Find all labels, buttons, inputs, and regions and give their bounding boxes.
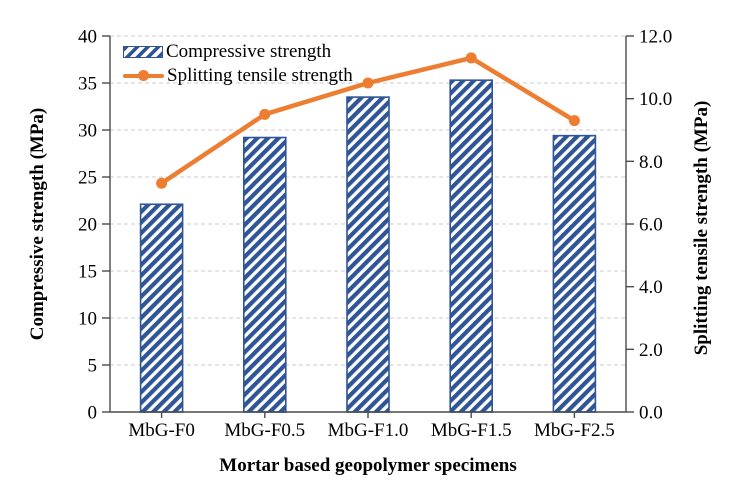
left-axis-ticks: 0 5 10 15 20 25 30 35 40 (78, 27, 110, 424)
left-tick-label: 35 (78, 74, 97, 95)
left-tick-label: 30 (78, 121, 97, 142)
bar-hatch-swatch-icon (123, 45, 163, 58)
right-tick-label: 0.0 (639, 403, 663, 424)
bar-MbG-F0.5 (243, 136, 287, 413)
data-point-marker-MbG-F1.5 (465, 52, 477, 64)
x-axis-title: Mortar based geopolymer specimens (219, 455, 517, 476)
legend-item-compressive-strength: Compressive strength (123, 41, 353, 62)
bar-MbG-F1.0 (346, 96, 390, 413)
bar-MbG-F0 (139, 203, 184, 413)
right-tick-label: 2.0 (639, 340, 663, 361)
left-tick-label: 20 (78, 215, 97, 236)
data-point-marker-MbG-F0 (156, 177, 168, 189)
category-label-MbG-F1.0: MbG-F1.0 (328, 420, 409, 441)
line-markers (156, 52, 580, 189)
data-point-marker-MbG-F2.5 (568, 115, 580, 127)
left-tick-label: 5 (88, 356, 98, 377)
legend-item-splitting-tensile-strength: Splitting tensile strength (123, 65, 353, 86)
left-axis-title: Compressive strength (MPa) (27, 107, 48, 341)
left-tick-label: 25 (78, 168, 97, 189)
left-tick-label: 40 (78, 27, 97, 48)
category-label-MbG-F0: MbG-F0 (128, 420, 195, 441)
category-label-MbG-F0.5: MbG-F0.5 (224, 420, 305, 441)
data-point-marker-MbG-F0.5 (259, 108, 271, 120)
right-tick-label: 8.0 (639, 152, 663, 173)
bar-series (139, 79, 597, 413)
right-tick-label: 6.0 (639, 215, 663, 236)
x-axis-ticks: MbG-F0 MbG-F0.5 MbG-F1.0 MbG-F1.5 MbG-F2.5 (128, 412, 615, 441)
category-label-MbG-F1.5: MbG-F1.5 (431, 420, 512, 441)
left-tick-label: 0 (88, 403, 98, 424)
bar-MbG-F1.5 (449, 79, 494, 413)
legend: Compressive strength Splitting tensile s… (123, 41, 353, 86)
category-label-MbG-F2.5: MbG-F2.5 (534, 420, 615, 441)
data-point-marker-MbG-F1.0 (362, 77, 374, 89)
left-tick-label: 10 (78, 309, 97, 330)
right-axis-ticks: 0.0 2.0 4.0 6.0 8.0 10.0 12.0 (626, 27, 672, 424)
bar-MbG-F2.5 (552, 134, 597, 413)
left-tick-label: 15 (78, 262, 97, 283)
legend-label-compressive-strength: Compressive strength (166, 41, 332, 62)
right-tick-label: 10.0 (639, 89, 672, 110)
right-axis-title: Splitting tensile strength (MPa) (691, 100, 712, 356)
legend-label-splitting-tensile-strength: Splitting tensile strength (167, 65, 353, 86)
right-tick-label: 4.0 (639, 277, 663, 298)
line-marker-swatch-icon (123, 70, 164, 82)
gridlines (110, 35, 626, 366)
right-tick-label: 12.0 (639, 27, 672, 48)
